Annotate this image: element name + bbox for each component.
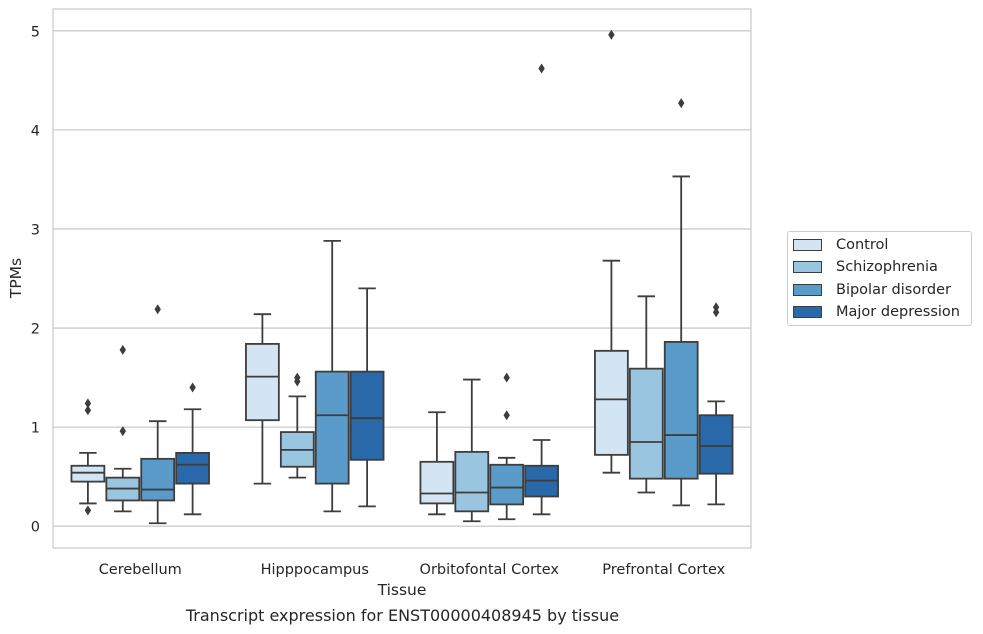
box-group bbox=[524, 63, 559, 516]
legend-swatch-bipolar-disorder bbox=[793, 284, 822, 296]
legend-item-major-depression: Major depression bbox=[793, 303, 960, 321]
y-tick-label: 4 bbox=[31, 123, 40, 139]
outlier-point bbox=[84, 505, 92, 516]
box-iqr bbox=[594, 349, 629, 456]
outlier-point bbox=[84, 398, 92, 409]
box-group bbox=[663, 98, 699, 507]
box-group bbox=[698, 302, 734, 506]
outlier-point bbox=[84, 405, 92, 416]
box-group bbox=[279, 372, 315, 479]
x-tick-label: Hipppocampus bbox=[261, 562, 369, 578]
y-tick-labels: 0 1 2 3 4 5 bbox=[31, 24, 40, 535]
box-group bbox=[489, 372, 525, 521]
outlier-point bbox=[503, 372, 510, 383]
chart-caption: Transcript expression for ENST0000040894… bbox=[185, 606, 620, 625]
box-iqr bbox=[349, 370, 385, 461]
legend-label-control: Control bbox=[836, 237, 889, 253]
box-iqr bbox=[140, 457, 176, 502]
box-iqr bbox=[419, 460, 455, 505]
outlier-point bbox=[294, 376, 301, 387]
x-axis-label: Tissue bbox=[377, 581, 427, 599]
grid-layer bbox=[53, 30, 751, 527]
box-group bbox=[140, 304, 176, 525]
outlier-point bbox=[608, 29, 615, 40]
box-layer bbox=[70, 29, 734, 525]
box-group bbox=[105, 344, 141, 513]
legend-item-schizophrenia: Schizophrenia bbox=[793, 258, 938, 276]
plot-frame bbox=[52, 8, 752, 549]
x-tick-label: Prefrontal Cortex bbox=[602, 562, 725, 578]
y-tick-label: 5 bbox=[31, 24, 40, 40]
box-group bbox=[245, 313, 280, 485]
legend-label-schizophrenia: Schizophrenia bbox=[836, 259, 938, 275]
legend-swatch-schizophrenia bbox=[793, 261, 822, 273]
box-iqr bbox=[70, 464, 106, 483]
outlier-point bbox=[712, 307, 720, 318]
box-group bbox=[314, 239, 350, 513]
box-iqr bbox=[628, 367, 664, 480]
outlier-point bbox=[678, 98, 685, 109]
box-iqr bbox=[663, 341, 699, 480]
legend-swatch-control bbox=[793, 239, 822, 251]
chart-legend: Control Schizophrenia Bipolar disorder M… bbox=[787, 231, 972, 326]
box-group bbox=[454, 378, 490, 523]
legend-item-bipolar-disorder: Bipolar disorder bbox=[793, 281, 951, 299]
y-tick-label: 2 bbox=[31, 322, 40, 338]
box-group bbox=[419, 411, 455, 516]
y-tick-label: 3 bbox=[31, 222, 40, 238]
legend-item-control: Control bbox=[793, 236, 888, 254]
box-group bbox=[594, 29, 629, 474]
outlier-point bbox=[538, 63, 545, 74]
y-axis-label: TPMs bbox=[7, 258, 25, 299]
outlier-point bbox=[189, 382, 196, 393]
box-iqr bbox=[454, 450, 490, 513]
outlier-point bbox=[154, 304, 161, 315]
box-iqr bbox=[314, 370, 350, 485]
x-tick-label: Cerebellum bbox=[99, 562, 182, 578]
box-iqr bbox=[245, 342, 280, 422]
y-tick-label: 0 bbox=[31, 520, 40, 536]
box-group bbox=[175, 382, 210, 516]
box-group bbox=[70, 398, 106, 516]
outlier-point bbox=[119, 426, 126, 437]
box-iqr bbox=[698, 414, 734, 475]
legend-label-bipolar-disorder: Bipolar disorder bbox=[836, 282, 951, 298]
y-tick-label: 1 bbox=[31, 421, 40, 437]
x-tick-labels: Cerebellum Hipppocampus Orbitofontal Corte… bbox=[99, 562, 726, 578]
box-group bbox=[628, 295, 664, 494]
box-iqr bbox=[489, 463, 525, 506]
legend-swatch-major-depression bbox=[793, 306, 822, 318]
outlier-point bbox=[119, 344, 126, 355]
box-group bbox=[349, 287, 385, 508]
box-iqr bbox=[175, 451, 210, 485]
x-tick-label: Orbitofontal Cortex bbox=[420, 562, 560, 578]
outlier-point bbox=[503, 410, 510, 421]
legend-label-major-depression: Major depression bbox=[836, 304, 960, 320]
